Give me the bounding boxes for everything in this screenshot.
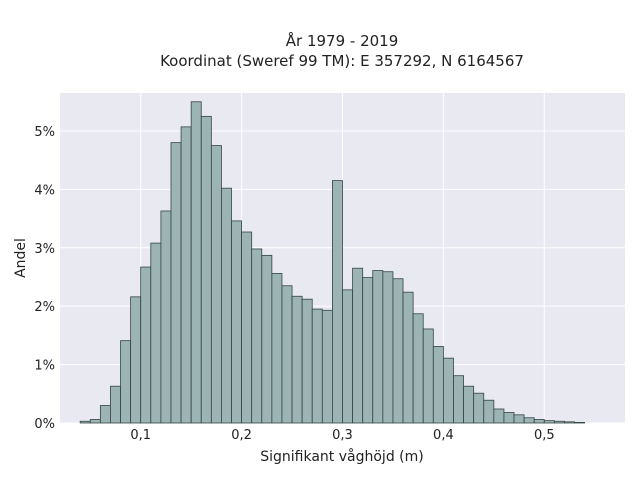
histogram-bar <box>210 145 222 424</box>
chart-title-line-1: År 1979 - 2019 <box>286 31 399 50</box>
x-tick-label-0: 0,1 <box>130 428 151 443</box>
x-axis-ticks: 0,1 0,2 0,3 0,4 0,5 <box>130 428 554 443</box>
histogram-bar <box>311 308 323 424</box>
histogram-bar <box>150 242 162 424</box>
histogram-bar <box>473 392 485 424</box>
histogram-bar <box>543 420 555 424</box>
histogram-bar <box>352 267 364 424</box>
y-tick-label-5: 5% <box>34 125 55 140</box>
histogram-bar <box>180 126 192 424</box>
histogram-bar <box>574 422 586 424</box>
x-tick-label-1: 0,2 <box>231 428 252 443</box>
y-tick-label-2: 2% <box>34 300 55 315</box>
y-tick-label-3: 3% <box>34 242 55 257</box>
histogram-bar <box>553 420 565 424</box>
histogram-bar <box>281 285 293 424</box>
histogram-bar <box>332 180 343 424</box>
x-tick-label-4: 0,5 <box>534 428 555 443</box>
histogram-bar <box>140 266 152 424</box>
histogram-bar <box>513 414 525 424</box>
histogram-bar <box>453 375 464 424</box>
histogram-bar <box>231 220 243 424</box>
histogram-bar <box>523 417 535 424</box>
histogram-bar <box>503 412 515 424</box>
histogram-bar <box>79 420 91 424</box>
histogram-bar <box>382 271 394 424</box>
histogram-bar <box>432 346 444 424</box>
x-tick-label-3: 0,4 <box>433 428 454 443</box>
histogram-bar <box>110 385 121 424</box>
y-tick-label-0: 0% <box>34 417 55 432</box>
histogram-bar <box>392 278 404 424</box>
histogram-bar <box>402 291 414 424</box>
y-axis-label: Andel <box>13 238 29 278</box>
histogram-bar <box>442 357 454 424</box>
histogram-bars <box>79 101 586 424</box>
histogram-bar <box>160 210 172 424</box>
histogram-bar <box>483 399 495 424</box>
chart-title-line-2: Koordinat (Sweref 99 TM): E 357292, N 61… <box>160 52 524 70</box>
histogram-bar <box>321 309 333 424</box>
histogram-bar <box>120 340 132 424</box>
x-axis-label: Signifikant våghöjd (m) <box>260 448 423 465</box>
histogram-bar <box>493 408 505 424</box>
x-tick-label-2: 0,3 <box>332 428 353 443</box>
histogram-bar <box>130 296 142 424</box>
y-tick-label-1: 1% <box>34 359 55 374</box>
histogram-bar <box>533 419 545 424</box>
y-axis-ticks: 0% 1% 2% 3% 4% 5% <box>34 125 55 432</box>
histogram-bar <box>261 254 273 424</box>
histogram-bar <box>301 298 313 424</box>
histogram-bar <box>200 115 212 424</box>
histogram-bar <box>463 385 475 424</box>
histogram-bar <box>89 419 101 424</box>
y-tick-label-4: 4% <box>34 183 55 198</box>
histogram-bar <box>422 328 434 424</box>
histogram-bar <box>251 248 263 424</box>
histogram-bar <box>221 187 232 424</box>
histogram-bar <box>99 405 111 424</box>
histogram-bar <box>362 277 374 424</box>
histogram-bar <box>170 142 182 424</box>
histogram-bar <box>342 289 353 424</box>
histogram-bar <box>372 270 384 424</box>
histogram-bar <box>190 101 202 424</box>
histogram-bar <box>271 273 283 424</box>
histogram-bar <box>291 295 303 424</box>
histogram-bar <box>241 231 253 424</box>
histogram-bar <box>564 421 575 424</box>
histogram-bar <box>412 313 424 424</box>
